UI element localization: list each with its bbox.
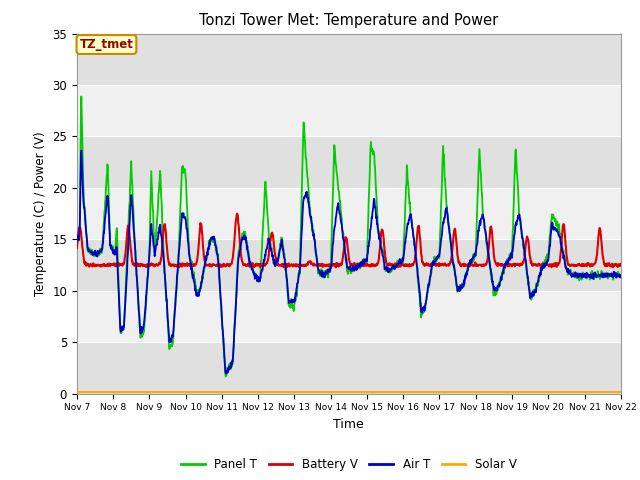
Air T [505, 255, 513, 261]
Battery V [73, 245, 81, 251]
Solar V [617, 389, 625, 395]
Text: TZ_tmet: TZ_tmet [79, 38, 133, 51]
Battery V [180, 262, 188, 267]
Bar [77, 34, 621, 85]
Air T [77, 148, 85, 154]
Panel T [181, 166, 189, 172]
Panel T [195, 287, 202, 293]
Panel T [222, 373, 230, 379]
Bar [77, 342, 621, 394]
Battery V [505, 263, 513, 269]
Battery V [255, 263, 263, 269]
Air T [181, 214, 189, 220]
Line: Air T: Air T [77, 151, 621, 373]
Panel T [77, 94, 85, 99]
Line: Panel T: Panel T [77, 96, 621, 376]
Battery V [617, 261, 625, 267]
Panel T [255, 276, 263, 282]
Solar V [255, 389, 262, 395]
Bar [77, 188, 621, 240]
Air T [195, 291, 202, 297]
Panel T [505, 256, 513, 262]
Battery V [296, 264, 303, 270]
Panel T [434, 253, 442, 259]
Panel T [553, 221, 561, 227]
Bar [77, 291, 621, 342]
Solar V [552, 389, 560, 395]
Battery V [233, 211, 241, 216]
Solar V [180, 389, 188, 395]
Panel T [73, 238, 81, 244]
Solar V [194, 389, 202, 395]
Battery V [194, 253, 202, 259]
Legend: Panel T, Battery V, Air T, Solar V: Panel T, Battery V, Air T, Solar V [176, 454, 522, 476]
Bar [77, 136, 621, 188]
Solar V [73, 389, 81, 395]
Solar V [504, 389, 512, 395]
Air T [222, 371, 230, 376]
Y-axis label: Temperature (C) / Power (V): Temperature (C) / Power (V) [34, 132, 47, 296]
Battery V [553, 264, 561, 270]
Panel T [617, 273, 625, 278]
Air T [553, 228, 561, 234]
Bar [77, 240, 621, 291]
Air T [617, 273, 625, 278]
Air T [255, 277, 263, 283]
Battery V [434, 262, 442, 268]
X-axis label: Time: Time [333, 418, 364, 431]
Air T [73, 236, 81, 242]
Bar [77, 85, 621, 136]
Line: Battery V: Battery V [77, 214, 621, 267]
Air T [434, 253, 442, 259]
Title: Tonzi Tower Met: Temperature and Power: Tonzi Tower Met: Temperature and Power [199, 13, 499, 28]
Solar V [433, 389, 441, 395]
